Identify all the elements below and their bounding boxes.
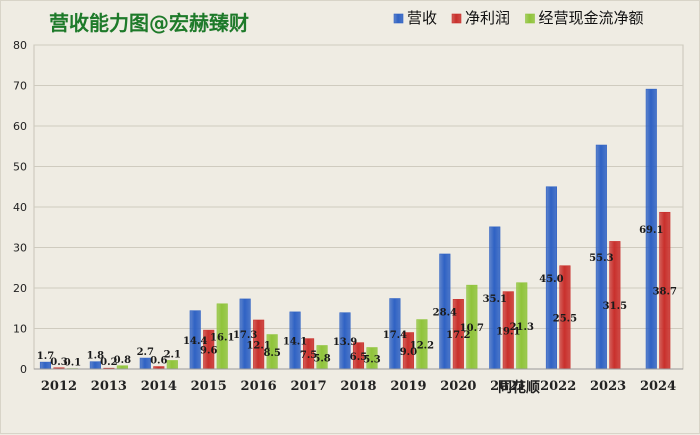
x-tick-label: 2017 <box>290 379 326 394</box>
y-tick-label: 10 <box>13 323 27 336</box>
data-labels: 1.70.30.11.80.20.82.70.62.114.49.616.117… <box>37 225 677 369</box>
bars <box>40 89 670 369</box>
chart-title: 营收能力图@宏赫臻财 <box>49 11 249 35</box>
data-label: 55.3 <box>589 253 613 264</box>
x-tick-label: 2023 <box>590 379 626 394</box>
bar-0-2013 <box>90 362 101 369</box>
y-tick-label: 50 <box>13 161 27 174</box>
y-tick-label: 80 <box>13 39 27 52</box>
legend-label: 营收 <box>407 9 437 27</box>
data-label: 28.4 <box>433 307 457 318</box>
x-tick-label: 2013 <box>91 379 127 394</box>
data-label: 35.1 <box>483 294 507 305</box>
data-label: 5.8 <box>313 353 330 364</box>
legend-swatch <box>452 14 461 23</box>
x-tick-label: 2014 <box>141 379 177 394</box>
y-tick-label: 0 <box>20 363 27 376</box>
x-tick-label: 2016 <box>241 379 277 394</box>
bar-2-2014 <box>167 360 178 369</box>
data-label: 8.5 <box>263 348 280 359</box>
y-tick-label: 30 <box>13 242 27 255</box>
data-label: 13.9 <box>333 337 357 348</box>
y-axis: 0 10 20 30 40 50 60 70 80 <box>13 39 27 376</box>
data-label: 5.3 <box>363 354 380 365</box>
gridlines <box>34 45 683 369</box>
y-tick-label: 60 <box>13 120 27 133</box>
x-tick-label: 2018 <box>340 379 376 394</box>
y-tick-label: 40 <box>13 201 27 214</box>
data-label: 17.3 <box>233 330 257 341</box>
data-label: 21.3 <box>510 322 534 333</box>
y-tick-label: 20 <box>13 282 27 295</box>
y-tick-label: 70 <box>13 80 27 93</box>
x-tick-label: 2020 <box>440 379 476 394</box>
data-label: 14.1 <box>283 336 307 347</box>
bar-0-2012 <box>40 362 51 369</box>
x-tick-label: 2012 <box>41 379 77 394</box>
data-label: 2.1 <box>164 349 181 360</box>
data-label: 45.0 <box>539 274 563 285</box>
x-tick-label: 2022 <box>540 379 576 394</box>
data-label: 31.5 <box>603 301 627 312</box>
data-label: 25.5 <box>553 313 577 324</box>
x-tick-label: 2024 <box>640 379 676 394</box>
data-label: 9.6 <box>200 346 217 357</box>
data-label: 10.7 <box>460 323 484 334</box>
legend-swatch <box>526 14 535 23</box>
legend-label: 净利润 <box>465 9 510 27</box>
watermark: 同花顺 <box>498 379 540 396</box>
x-tick-label: 2019 <box>390 379 426 394</box>
data-label: 17.4 <box>383 330 407 341</box>
data-label: 38.7 <box>653 287 677 298</box>
data-label: 16.1 <box>210 332 234 343</box>
bar-0-2014 <box>140 358 151 369</box>
legend-swatch <box>394 14 403 23</box>
data-label: 0.8 <box>114 355 131 366</box>
x-tick-label: 2015 <box>191 379 227 394</box>
data-label: 69.1 <box>639 225 663 236</box>
data-label: 12.2 <box>410 340 434 351</box>
data-label: 0.1 <box>64 358 81 369</box>
legend-label: 经营现金流净额 <box>539 9 644 27</box>
legend: 营收 净利润 经营现金流净额 <box>394 9 644 27</box>
